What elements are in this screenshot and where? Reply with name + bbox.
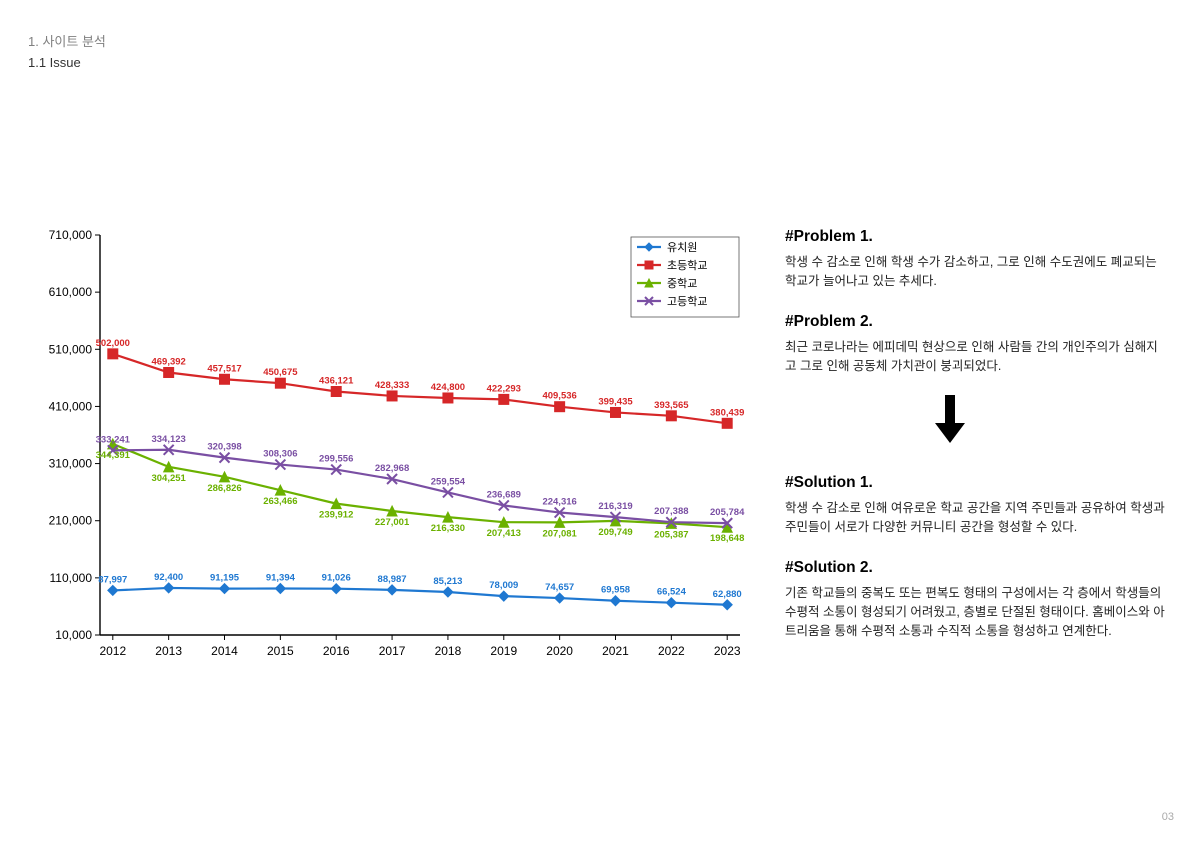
svg-text:428,333: 428,333 (375, 380, 409, 391)
svg-text:유치원: 유치원 (667, 241, 697, 254)
svg-text:92,400: 92,400 (154, 572, 183, 583)
solution2-title: #Solution 2. (785, 556, 1165, 580)
svg-text:2019: 2019 (490, 644, 517, 658)
svg-text:2012: 2012 (99, 644, 126, 658)
page-header: 1. 사이트 분석 1.1 Issue (28, 32, 106, 74)
svg-text:2020: 2020 (546, 644, 573, 658)
svg-text:299,556: 299,556 (319, 454, 353, 465)
svg-text:2013: 2013 (155, 644, 182, 658)
svg-text:236,689: 236,689 (487, 489, 521, 500)
svg-text:110,000: 110,000 (50, 571, 93, 585)
svg-text:424,800: 424,800 (431, 382, 465, 393)
svg-text:320,398: 320,398 (207, 442, 241, 453)
svg-text:393,565: 393,565 (654, 400, 689, 411)
svg-text:2017: 2017 (379, 644, 406, 658)
svg-text:310,000: 310,000 (49, 457, 93, 471)
svg-text:304,251: 304,251 (151, 473, 186, 484)
svg-text:2022: 2022 (658, 644, 685, 658)
svg-text:469,392: 469,392 (151, 356, 185, 367)
svg-text:216,330: 216,330 (431, 523, 465, 534)
svg-text:66,524: 66,524 (657, 587, 687, 598)
svg-text:436,121: 436,121 (319, 376, 354, 387)
svg-text:2018: 2018 (435, 644, 462, 658)
svg-text:10,000: 10,000 (55, 628, 92, 642)
svg-text:410,000: 410,000 (49, 399, 93, 413)
problem1-title: #Problem 1. (785, 225, 1165, 249)
solution2-body: 기존 학교들의 중복도 또는 편복도 형태의 구성에서는 각 층에서 학생들의 … (785, 584, 1165, 642)
enrollment-chart: 10,000 110,000 210,000 310,000 410,000 510,00… (20, 225, 760, 665)
svg-text:210,000: 210,000 (49, 514, 93, 528)
solution1-title: #Solution 1. (785, 471, 1165, 495)
svg-text:205,784: 205,784 (710, 507, 745, 518)
svg-text:2021: 2021 (602, 644, 629, 658)
svg-text:207,081: 207,081 (542, 528, 577, 539)
svg-text:333,241: 333,241 (96, 434, 131, 445)
svg-text:74,657: 74,657 (545, 582, 574, 593)
svg-text:207,413: 207,413 (487, 528, 521, 539)
svg-text:422,293: 422,293 (487, 383, 521, 394)
svg-text:409,536: 409,536 (542, 391, 576, 402)
svg-text:91,394: 91,394 (266, 572, 296, 583)
problem2-title: #Problem 2. (785, 310, 1165, 334)
problem2-body: 최근 코로나라는 에피데믹 현상으로 인해 사람들 간의 개인주의가 심해지고 … (785, 338, 1165, 377)
svg-text:457,517: 457,517 (207, 363, 241, 374)
svg-text:198,648: 198,648 (710, 533, 744, 544)
section-subtitle: 1.1 Issue (28, 53, 106, 74)
breadcrumb: 1. 사이트 분석 (28, 32, 106, 53)
svg-text:88,987: 88,987 (378, 574, 407, 585)
svg-text:87,997: 87,997 (98, 574, 127, 585)
svg-text:85,213: 85,213 (433, 576, 462, 587)
svg-text:2023: 2023 (714, 644, 741, 658)
analysis-text: #Problem 1. 학생 수 감소로 인해 학생 수가 감소하고, 그로 인… (785, 225, 1165, 660)
svg-text:62,880: 62,880 (713, 589, 742, 600)
svg-text:380,439: 380,439 (710, 407, 744, 418)
svg-text:91,195: 91,195 (210, 573, 240, 584)
svg-text:2014: 2014 (211, 644, 238, 658)
svg-text:308,306: 308,306 (263, 449, 297, 460)
svg-text:2016: 2016 (323, 644, 350, 658)
svg-text:78,009: 78,009 (489, 580, 518, 591)
svg-text:239,912: 239,912 (319, 510, 353, 521)
svg-text:209,749: 209,749 (598, 527, 632, 538)
page-number: 03 (1162, 811, 1174, 823)
svg-text:334,123: 334,123 (151, 434, 185, 445)
svg-text:282,968: 282,968 (375, 463, 409, 474)
svg-text:2015: 2015 (267, 644, 294, 658)
svg-text:510,000: 510,000 (49, 342, 93, 356)
solution1-body: 학생 수 감소로 인해 여유로운 학교 공간을 지역 주민들과 공유하여 학생과… (785, 499, 1165, 538)
svg-text:224,316: 224,316 (542, 497, 576, 508)
svg-text:450,675: 450,675 (263, 367, 298, 378)
svg-text:207,388: 207,388 (654, 506, 688, 517)
svg-text:710,000: 710,000 (49, 228, 93, 242)
svg-text:초등학교: 초등학교 (667, 259, 707, 272)
svg-text:263,466: 263,466 (263, 496, 297, 507)
problem1-body: 학생 수 감소로 인해 학생 수가 감소하고, 그로 인해 수도권에도 폐교되는… (785, 253, 1165, 292)
svg-text:227,001: 227,001 (375, 517, 410, 528)
svg-text:중학교: 중학교 (667, 277, 697, 290)
down-arrow-icon (935, 395, 1165, 449)
svg-text:344,391: 344,391 (96, 450, 131, 461)
svg-text:205,387: 205,387 (654, 529, 688, 540)
svg-text:286,826: 286,826 (207, 483, 241, 494)
svg-text:69,958: 69,958 (601, 585, 630, 596)
svg-text:91,026: 91,026 (322, 573, 351, 584)
svg-text:502,000: 502,000 (96, 338, 130, 349)
svg-text:610,000: 610,000 (49, 285, 93, 299)
svg-text:216,319: 216,319 (598, 501, 632, 512)
svg-text:고등학교: 고등학교 (667, 295, 707, 308)
svg-text:399,435: 399,435 (598, 396, 633, 407)
svg-text:259,554: 259,554 (431, 476, 466, 487)
